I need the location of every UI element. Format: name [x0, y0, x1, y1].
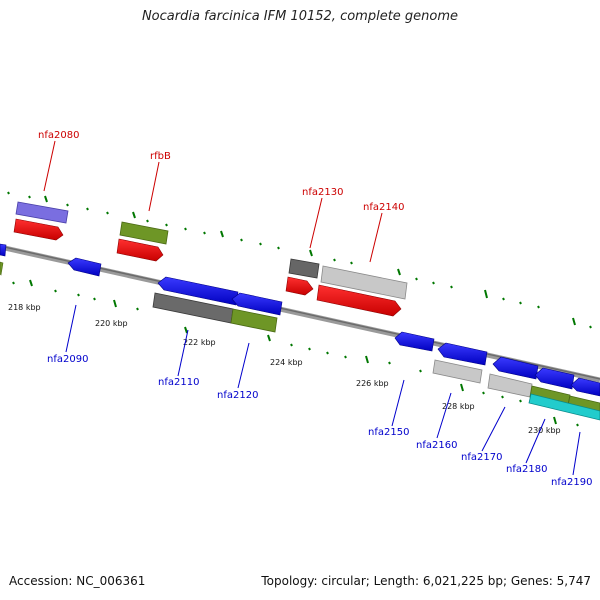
gene-label[interactable]: nfa2190: [551, 477, 592, 488]
gene-feature[interactable]: [0, 261, 4, 276]
outer-ruler: [7, 191, 592, 329]
gene-feature[interactable]: [432, 359, 483, 384]
gene-feature[interactable]: [157, 276, 239, 306]
accession-label: Accession: NC_006361: [9, 574, 146, 588]
gene-feature[interactable]: [316, 284, 402, 317]
gene-label[interactable]: nfa2130: [302, 187, 343, 198]
gene-feature[interactable]: [13, 218, 64, 241]
gene-feature[interactable]: [0, 243, 7, 257]
gene-feature[interactable]: [231, 292, 283, 316]
tick-label: 224 kbp: [270, 358, 303, 367]
gene-feature[interactable]: [288, 258, 320, 279]
inner-ruler: [12, 279, 579, 427]
tick-label: 228 kbp: [442, 402, 475, 411]
tick-label: 226 kbp: [356, 379, 389, 388]
forward-leader-lines: [43, 140, 383, 263]
gene-feature[interactable]: [15, 201, 69, 224]
forward-gene-labels: nfa2080 rfbB nfa2130 nfa2140: [38, 130, 404, 213]
gene-feature[interactable]: [492, 356, 539, 380]
forward-features: [13, 201, 408, 317]
tick-labels: 218 kbp 220 kbp 222 kbp 224 kbp 226 kbp …: [8, 303, 561, 435]
gene-feature[interactable]: [570, 377, 600, 397]
genome-summary: Topology: circular; Length: 6,021,225 bp…: [261, 574, 591, 588]
gene-label[interactable]: nfa2180: [506, 464, 547, 475]
gene-feature[interactable]: [230, 308, 278, 333]
tick-label: 222 kbp: [183, 338, 216, 347]
gene-label[interactable]: nfa2120: [217, 390, 258, 401]
gene-feature[interactable]: [119, 221, 169, 245]
gene-label[interactable]: rfbB: [150, 151, 171, 162]
tick-label: 218 kbp: [8, 303, 41, 312]
gene-feature[interactable]: [437, 342, 488, 366]
gene-feature[interactable]: [394, 331, 435, 352]
gene-label[interactable]: nfa2140: [363, 202, 404, 213]
gene-feature[interactable]: [534, 367, 575, 390]
gene-label[interactable]: nfa2080: [38, 130, 79, 141]
gene-label[interactable]: nfa2110: [158, 377, 199, 388]
gene-feature[interactable]: [320, 265, 408, 300]
gene-label[interactable]: nfa2150: [368, 427, 409, 438]
reverse-leader-lines: [65, 304, 581, 476]
gene-feature[interactable]: [285, 276, 314, 296]
gene-label[interactable]: nfa2170: [461, 452, 502, 463]
gene-feature[interactable]: [528, 393, 600, 421]
gene-feature[interactable]: [67, 257, 102, 277]
gene-feature[interactable]: [116, 238, 164, 262]
map-title: Nocardia farcinica IFM 10152, complete g…: [141, 9, 459, 24]
reverse-gene-labels: nfa2090 nfa2110 nfa2120 nfa2150 nfa2160 …: [47, 354, 592, 488]
reverse-features: [0, 243, 600, 421]
tick-label: 230 kbp: [528, 426, 561, 435]
gene-label[interactable]: nfa2160: [416, 440, 457, 451]
tick-label: 220 kbp: [95, 319, 128, 328]
gene-feature[interactable]: [487, 373, 533, 398]
gene-feature[interactable]: [567, 395, 600, 413]
gene-label[interactable]: nfa2090: [47, 354, 88, 365]
